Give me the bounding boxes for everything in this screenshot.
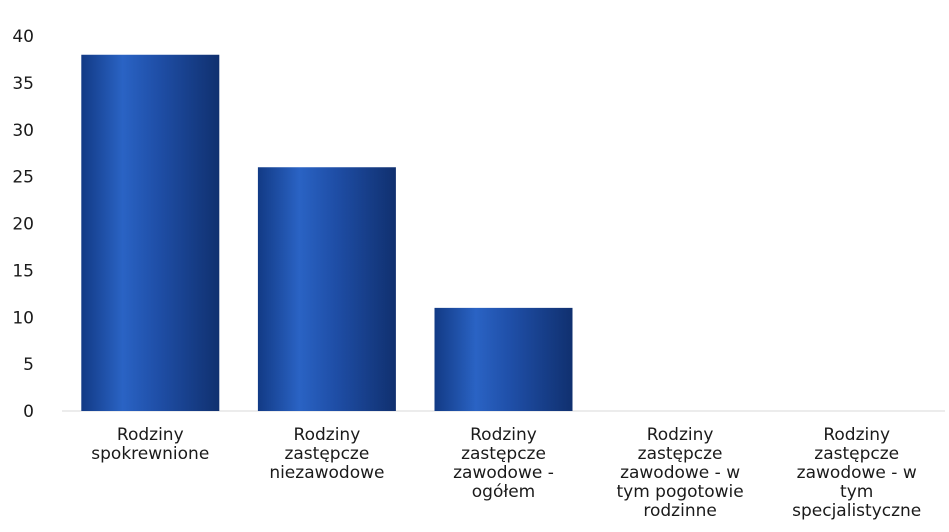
- x-category-label: Rodziny zastępcze zawodowe -ogółem: [453, 425, 554, 502]
- x-category-label-line: zawodowe - w: [620, 463, 740, 483]
- x-category-label-line: zawodowe -: [453, 463, 554, 483]
- x-category-label-line: Rodziny: [470, 425, 537, 445]
- y-tick-label: 35: [12, 74, 34, 94]
- bar: [434, 307, 573, 411]
- x-category-label-line: specjalistyczne: [792, 501, 921, 521]
- x-category-label-line: zastępcze: [814, 444, 899, 464]
- bar: [257, 167, 396, 411]
- x-category-label-line: spokrewnione: [91, 444, 209, 464]
- x-category-label-line: Rodziny: [647, 425, 714, 445]
- x-category-label-line: tym pogotowie: [616, 482, 743, 502]
- bar-layer: [81, 54, 573, 411]
- y-tick-label: 0: [23, 402, 34, 422]
- bar: [81, 54, 220, 411]
- x-category-label-line: Rodziny: [294, 425, 361, 445]
- y-tick-label: 40: [12, 27, 34, 47]
- x-category-label: Rodziny zastępcze niezawodowe: [269, 425, 384, 483]
- axis-layer: 0 5 10 15 20 25 30 35 40: [12, 27, 945, 422]
- x-category-label-line: zastępcze: [638, 444, 723, 464]
- x-category-label-line: zawodowe - w: [797, 463, 917, 483]
- x-category-label-line: zastępcze: [461, 444, 546, 464]
- x-category-label-line: Rodziny: [823, 425, 890, 445]
- x-category-label-line: rodzinne: [643, 501, 716, 521]
- x-category-label-line: zastępcze: [284, 444, 369, 464]
- y-tick-label: 15: [12, 261, 34, 281]
- x-category-label: Rodziny zastępcze zawodowe - w tym pogotowi…: [616, 425, 743, 521]
- x-category-label-line: ogółem: [472, 482, 535, 502]
- y-tick-label: 20: [12, 215, 34, 235]
- y-tick-label: 5: [23, 355, 34, 375]
- y-tick-label: 30: [12, 121, 34, 141]
- x-category-label-line: niezawodowe: [269, 463, 384, 483]
- y-tick-label: 25: [12, 168, 34, 188]
- x-category-label: Rodziny zastępcze zawodowe - w tym specjalis…: [792, 425, 921, 521]
- y-tick-label: 10: [12, 308, 34, 328]
- x-category-label: Rodziny spokrewnione: [91, 425, 209, 464]
- x-category-label-line: tym: [840, 482, 873, 502]
- x-category-label-line: Rodziny: [117, 425, 184, 445]
